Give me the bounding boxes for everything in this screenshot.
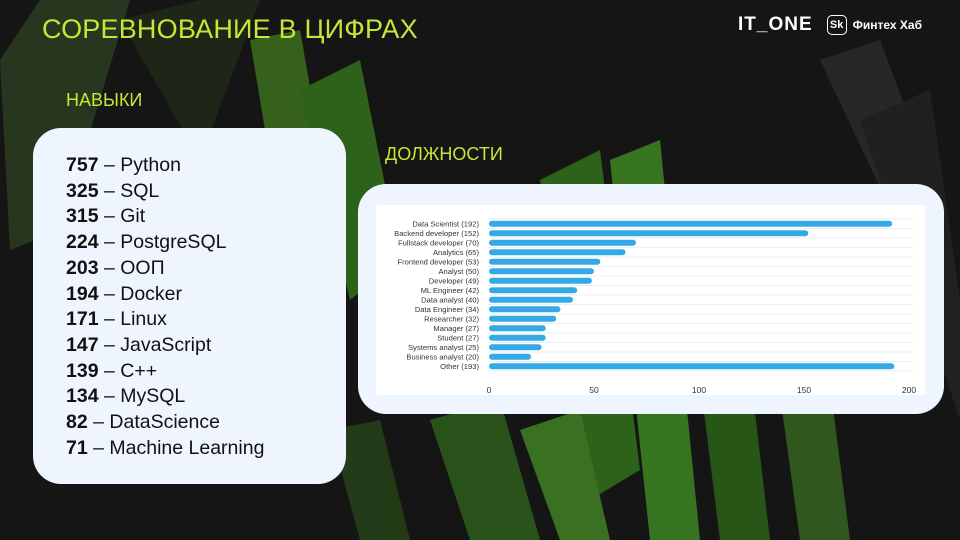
skill-count: 147 (66, 333, 99, 356)
chart-category-label: Developer (49) (429, 277, 480, 286)
skill-item: 82 – DataScience (66, 411, 220, 434)
skill-count: 325 (66, 179, 99, 202)
skill-name: MySQL (120, 385, 186, 408)
chart-category-label: Other (193) (440, 362, 479, 371)
chart-x-tick-label: 100 (692, 385, 706, 395)
skill-name: Docker (120, 282, 183, 305)
chart-category-label: Backend developer (152) (394, 229, 479, 238)
skill-count: 203 (66, 256, 99, 279)
skill-item: 194 – Docker (66, 282, 183, 305)
skill-count: 194 (66, 282, 99, 305)
chart-x-tick-label: 0 (487, 385, 492, 395)
skill-name: Linux (120, 308, 167, 331)
chart-category-label: Data Engineer (34) (415, 305, 480, 314)
chart-category-label: Data Scientist (192) (412, 220, 479, 229)
skill-count: 757 (66, 154, 99, 176)
skill-name: ООП (120, 256, 165, 279)
skill-name: SQL (120, 179, 160, 202)
chart-bar (489, 325, 546, 332)
skill-count: 224 (66, 231, 99, 254)
chart-bar (489, 344, 542, 351)
chart-bar (489, 287, 578, 294)
skill-item: 325 – SQL (66, 179, 160, 202)
chart-bar (489, 296, 573, 303)
skills-heading: НАВЫКИ (66, 90, 143, 110)
skill-count: 82 (66, 411, 88, 434)
chart-category-label: Data analyst (40) (421, 296, 479, 305)
chart-bar (489, 249, 626, 256)
skill-item: 134 – MySQL (66, 385, 186, 408)
chart-category-label: Student (27) (437, 334, 479, 343)
fintech-hub-logo: Sk Финтех Хаб (826, 15, 922, 35)
chart-category-label: Frontend developer (53) (398, 258, 480, 267)
slide-title: СОРЕВНОВАНИЕ В ЦИФРАХ (42, 14, 418, 44)
chart-category-label: Fullstack developer (70) (398, 239, 480, 248)
chart-category-label: ML Engineer (42) (421, 286, 480, 295)
chart-category-label: Analyst (50) (438, 267, 479, 276)
chart-category-label: Researcher (32) (424, 315, 479, 324)
skill-name: Python (120, 154, 181, 176)
chart-bar (489, 353, 531, 360)
chart-bar (489, 334, 546, 341)
chart-x-tick-label: 200 (902, 385, 916, 395)
skill-name: Git (120, 205, 146, 228)
skill-name: JavaScript (120, 333, 212, 356)
logo-group: IT_ONE Sk Финтех Хаб (738, 14, 922, 36)
chart-category-label: Business analyst (20) (406, 353, 479, 362)
fintech-hub-label: Финтех Хаб (852, 18, 922, 32)
skill-count: 171 (66, 308, 99, 331)
skill-item: 757 – Python (66, 154, 181, 176)
sk-logo-icon: Sk (826, 15, 847, 35)
skill-count: 139 (66, 359, 99, 382)
skill-item: 139 – C++ (66, 359, 158, 382)
skill-item: 71 – Machine Learning (66, 436, 265, 459)
chart-bar (489, 230, 809, 237)
skill-item: 224 – PostgreSQL (66, 231, 227, 254)
skills-list: 757 – Python 325 – SQL 315 – Git 224 – Post… (66, 153, 264, 461)
positions-chart-card: Data Scientist (192) Backend developer (1… (358, 184, 944, 414)
skill-count: 71 (66, 436, 88, 459)
positions-heading: ДОЛЖНОСТИ (385, 144, 503, 164)
skill-name: Machine Learning (109, 436, 265, 459)
chart-bar (489, 258, 601, 265)
chart-area: Data Scientist (192) Backend developer (1… (376, 205, 925, 395)
skill-item: 315 – Git (66, 205, 146, 228)
positions-bar-chart: Data Scientist (192)Backend developer (1… (394, 218, 916, 395)
skill-name: DataScience (109, 411, 220, 434)
skill-name: PostgreSQL (120, 231, 227, 254)
chart-bar (489, 277, 592, 284)
skill-count: 315 (66, 205, 99, 228)
skill-item: 171 – Linux (66, 308, 167, 331)
chart-bar (489, 306, 561, 313)
chart-category-label: Manager (27) (433, 324, 479, 333)
skill-item: 147 – JavaScript (66, 333, 212, 356)
chart-x-tick-label: 150 (797, 385, 811, 395)
itone-logo: IT_ONE (738, 14, 813, 35)
chart-bar (489, 220, 893, 227)
skills-card: 757 – Python 325 – SQL 315 – Git 224 – Post… (33, 128, 346, 484)
chart-bar (489, 315, 557, 322)
chart-x-tick-label: 50 (589, 385, 599, 395)
chart-category-label: Analytics (65) (433, 248, 479, 257)
chart-bar (489, 239, 636, 246)
chart-bar (489, 363, 895, 370)
chart-bar (489, 268, 594, 275)
skill-name: C++ (120, 359, 158, 382)
skill-item: 203 – ООП (66, 256, 165, 279)
skill-count: 134 (66, 385, 99, 408)
chart-category-label: Systems analyst (25) (408, 343, 479, 352)
